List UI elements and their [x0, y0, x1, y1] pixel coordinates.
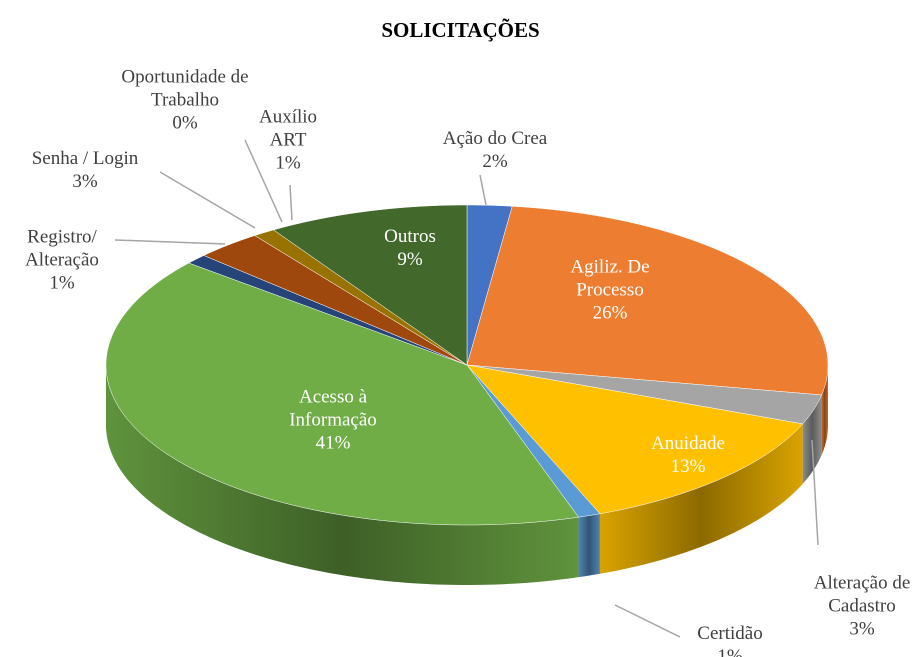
pie-side-shade: [802, 394, 822, 484]
data-label: Anuidade 13%: [628, 432, 748, 478]
pie-side-shade: [106, 365, 579, 585]
category-label: Anuidade: [651, 433, 725, 454]
data-label: Acesso à Informação 41%: [263, 386, 403, 455]
pie-slice: [272, 204, 468, 366]
data-label: Agiliz. De Processo 26%: [550, 256, 670, 325]
leader-line: [159, 171, 256, 229]
value-label: 26%: [592, 302, 628, 324]
data-label: Registro/ Alteração 1%: [7, 226, 117, 295]
pie-side-shade: [599, 423, 803, 574]
leader-line: [479, 174, 487, 206]
category-label: Registro/ Alteração: [25, 226, 99, 271]
leader-line: [811, 439, 819, 546]
data-label: Oportunidade de Trabalho 0%: [95, 66, 275, 135]
category-label: Ação do Crea: [442, 128, 548, 149]
value-label: 13%: [670, 456, 706, 477]
data-label: Outros 9%: [365, 225, 455, 271]
value-label: 41%: [315, 432, 351, 454]
pie-slice: [466, 364, 822, 425]
value-label: 2%: [482, 151, 508, 172]
leader-line: [289, 184, 293, 221]
value-label: 3%: [849, 618, 875, 640]
data-label: Senha / Login 3%: [0, 147, 170, 193]
category-label: Certidão: [697, 623, 763, 644]
pie-slice: [203, 235, 468, 366]
category-label: Senha / Login: [31, 148, 139, 169]
leader-line: [114, 239, 226, 245]
pie-side-shade: [578, 513, 600, 578]
data-label: Alteração de Cadastro 3%: [797, 572, 921, 641]
data-label: Auxílio ART 1%: [253, 106, 323, 175]
value-label: 9%: [397, 249, 423, 270]
pie-side-shade: [821, 365, 828, 455]
category-label: Alteração de Cadastro: [813, 572, 911, 617]
category-label: Acesso à Informação: [289, 386, 377, 431]
value-label: 3%: [72, 171, 98, 192]
pie-slice: [466, 364, 804, 515]
value-label: 1%: [49, 272, 75, 294]
chart-title: SOLICITAÇÕES: [381, 18, 540, 42]
category-label: Oportunidade de Trabalho: [121, 66, 249, 111]
value-label: 1%: [275, 152, 301, 174]
category-label: Auxílio ART: [258, 106, 318, 151]
value-label: 0%: [172, 112, 198, 134]
leader-line: [614, 604, 681, 638]
pie-slice: [466, 206, 829, 396]
leader-line: [244, 139, 283, 223]
data-label: Certidão 1%: [680, 622, 780, 657]
category-label: Outros: [384, 226, 436, 247]
category-label: Agiliz. De Processo: [570, 256, 650, 301]
value-label: 1%: [717, 646, 743, 657]
pie-slice: [105, 262, 580, 526]
data-label: Ação do Crea 2%: [410, 127, 580, 173]
